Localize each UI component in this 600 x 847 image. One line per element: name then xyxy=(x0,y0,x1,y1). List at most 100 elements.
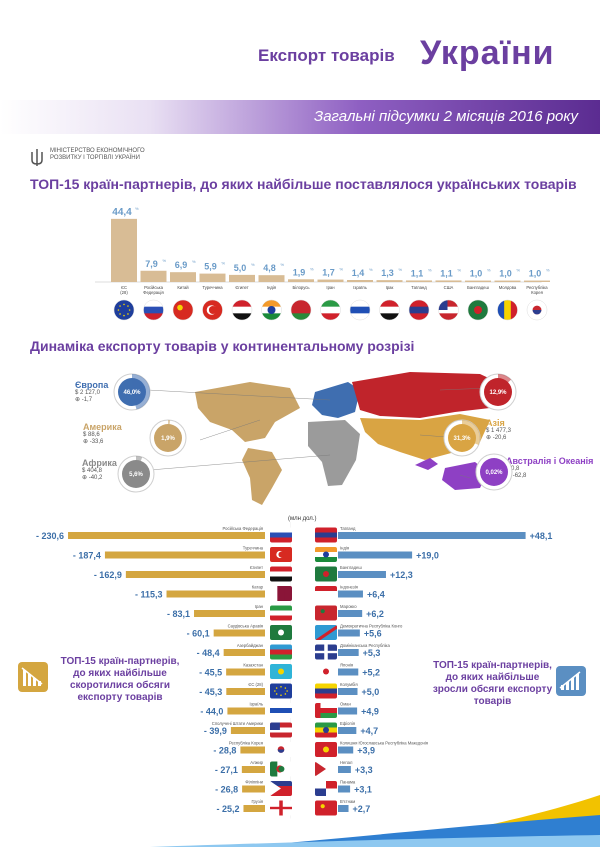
saudi-arabia-flag-icon xyxy=(270,625,292,640)
top15-bar xyxy=(524,280,550,282)
growth-value-label: +2,7 xyxy=(353,804,371,814)
top15-value-label: 1,9 xyxy=(293,267,306,277)
top15-unit-label: % xyxy=(487,268,491,273)
change-chart: - 230,6 Російська Федерація +48,1 Таїланд - … xyxy=(36,522,552,819)
region-donut: 12,9% xyxy=(479,373,517,411)
top15-category-label: ЄС xyxy=(121,285,127,290)
usa-flag-icon xyxy=(270,722,292,738)
top15-value-label: 1,0 xyxy=(529,269,542,279)
decline-value-label: - 28,8 xyxy=(213,746,236,756)
growth-bar xyxy=(338,785,351,793)
decline-bar xyxy=(230,727,265,734)
top15-category-label: Республіка xyxy=(526,285,548,290)
azerbaijan-flag-icon xyxy=(270,644,292,660)
top15-unit-label: % xyxy=(251,262,255,267)
ministry-name: МІНІСТЕРСТВО ЕКОНОМІЧНОГО РОЗВИТКУ І ТОР… xyxy=(50,148,145,161)
top15-category-label: США xyxy=(444,285,454,290)
growth-country-label: В'єтнам xyxy=(340,799,355,804)
region-change: ⊕ -20,6 xyxy=(486,435,507,441)
decline-country-label: Саудівська Аравія xyxy=(228,624,263,629)
regions-title: Динаміка експорту товарів у континенталь… xyxy=(30,338,415,354)
decline-value-label: - 45,5 xyxy=(199,668,222,678)
growth-bar xyxy=(338,629,360,637)
decline-bar xyxy=(68,532,265,539)
region-donut: 31,3% xyxy=(443,419,481,457)
growth-bar xyxy=(338,571,386,578)
top15-value-label: 4,8 xyxy=(263,263,276,273)
japan-flag-icon xyxy=(315,664,337,679)
decline-note: ТОП-15 країн-партнерів, до яких найбільш… xyxy=(60,656,180,703)
growth-country-label: Непал xyxy=(340,760,353,765)
top15-unit-label: % xyxy=(310,266,314,271)
decline-country-label: Катар xyxy=(252,585,264,590)
growth-value-label: +4,7 xyxy=(360,726,378,736)
subtitle: Загальні підсумки 2 місяців 2016 року xyxy=(314,108,578,125)
growth-country-label: Ефіопія xyxy=(340,721,355,726)
georgia-flag-icon xyxy=(270,800,292,816)
top15-category-label: Таїланд xyxy=(411,285,427,290)
top15-value-label: 1,1 xyxy=(440,268,453,278)
usa-flag-icon xyxy=(438,299,459,321)
africa-shape xyxy=(308,420,360,486)
macedonia-flag-icon xyxy=(315,742,337,757)
growth-bar xyxy=(338,707,358,715)
region-label-2: Америка $ 88,6 ⊕ -33,6 xyxy=(83,422,122,445)
top15-unit-label: % xyxy=(399,267,403,272)
dominican-republic-flag-icon xyxy=(315,644,337,660)
region-value: $ 1 477,3 xyxy=(486,428,512,434)
decline-bar xyxy=(213,629,265,637)
top15-value-label: 5,0 xyxy=(234,263,247,273)
south-america-shape xyxy=(242,448,282,505)
top15-category-label: Китай xyxy=(177,285,189,290)
decline-value-label: - 230,6 xyxy=(36,531,64,541)
thailand-flag-icon xyxy=(315,527,337,543)
decline-country-label: Єгипет xyxy=(250,565,263,570)
top15-category-label: Російська xyxy=(144,285,164,290)
unit-label: (млн дол.) xyxy=(288,516,317,522)
growth-value-label: +6,2 xyxy=(366,609,384,619)
top15-bar xyxy=(111,218,137,282)
colombia-flag-icon xyxy=(315,683,337,699)
region-donut: 5,6% xyxy=(117,455,155,493)
top15-value-label: 6,9 xyxy=(175,260,188,270)
top15-bar xyxy=(494,280,521,282)
region-share-arc xyxy=(462,420,480,445)
growth-country-label: Колумбія xyxy=(340,682,358,687)
decline-country-label: Алжир xyxy=(250,760,263,765)
top15-value-label: 5,9 xyxy=(204,262,217,272)
decline-value-label: - 115,3 xyxy=(135,590,163,600)
top15-value-label: 1,3 xyxy=(381,268,394,278)
top15-unit-label: % xyxy=(222,261,226,266)
decline-value-label: - 187,4 xyxy=(73,551,101,561)
panama-flag-icon xyxy=(315,781,337,796)
indonesia-flag-icon xyxy=(315,586,337,601)
top15-category-label: Бангладеш xyxy=(467,285,489,290)
trident-logo-icon xyxy=(31,149,43,166)
top15-bar xyxy=(317,279,344,282)
india-flag-icon xyxy=(315,547,337,562)
decline-value-label: - 45,3 xyxy=(199,687,222,697)
decline-country-label: Туреччина xyxy=(243,546,264,551)
decline-value-label: - 48,4 xyxy=(197,648,220,658)
algeria-flag-icon xyxy=(270,761,292,777)
top15-category-label: Іран xyxy=(326,285,335,290)
decline-value-label: - 26,8 xyxy=(215,785,238,795)
korea-flag-icon xyxy=(526,299,548,321)
decline-country-label: Ізраїль xyxy=(249,702,263,707)
top15-category-label: Федерація xyxy=(143,290,163,295)
bangladesh-flag-icon xyxy=(467,299,489,321)
top15-unit-label: % xyxy=(340,267,344,272)
top15-unit-label: % xyxy=(369,267,373,272)
subtitle-band xyxy=(0,100,600,134)
region-share-label: 46,0% xyxy=(123,390,141,396)
decline-country-label: Філіппіни xyxy=(245,780,263,785)
region-share-label: 31,3% xyxy=(453,436,471,442)
top15-category-label: Білорусь xyxy=(292,285,310,290)
decline-country-label: Республіка Корея xyxy=(229,741,263,746)
decline-country-label: Російська Федерація xyxy=(223,526,263,531)
qatar-flag-icon xyxy=(270,586,292,601)
top15-bar xyxy=(258,275,285,282)
region-share-label: 0,02% xyxy=(485,470,503,476)
growth-country-label: Бангладеш xyxy=(340,565,362,570)
